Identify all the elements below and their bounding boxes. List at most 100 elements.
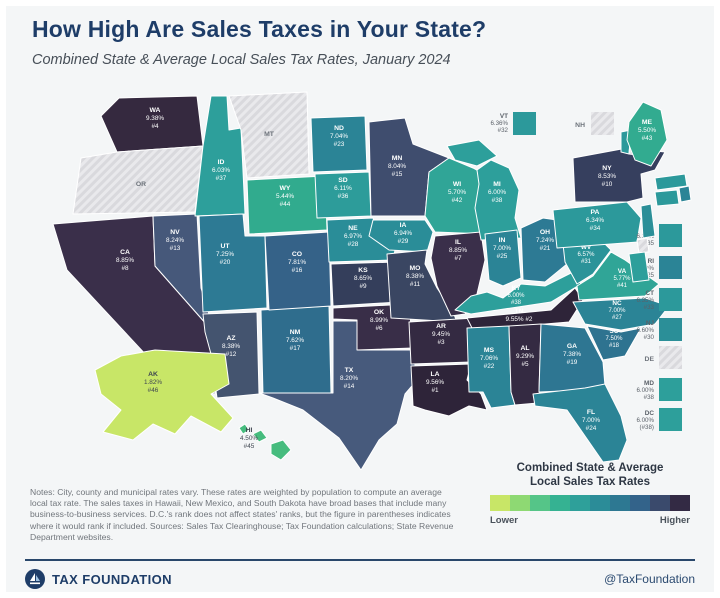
state-in: IN7.00%#25: [484, 229, 522, 287]
state-nc: NC7.00%#27: [572, 297, 670, 331]
state-label: 9.55% #2: [505, 316, 532, 323]
state-label: NH: [575, 122, 585, 129]
state-label: PA: [591, 209, 600, 216]
state-label: CT: [645, 290, 654, 297]
state-label: UT: [220, 243, 230, 250]
state-nd: ND7.04%#23: [310, 115, 368, 173]
legend-swatch: [630, 494, 650, 511]
state-label: 7.24%: [536, 237, 554, 244]
legend-swatch: [530, 494, 550, 511]
state-label: ND: [334, 125, 344, 132]
state-label: 6.03%: [212, 167, 230, 174]
state-label: #38: [511, 300, 522, 306]
state-label: 8.38%: [406, 273, 424, 280]
state-shape: [238, 423, 250, 435]
state-nj: NJ6.60%#30: [636, 203, 682, 341]
state-label: 7.38%: [563, 351, 581, 358]
state-label: #4: [151, 123, 159, 130]
state-label: #31: [581, 259, 592, 265]
state-label: #13: [170, 245, 181, 252]
state-label: #42: [452, 197, 463, 204]
state-label: #7: [454, 255, 462, 262]
state-me: ME5.50%#43: [626, 101, 668, 167]
state-label: #34: [590, 225, 601, 232]
state-label: #14: [344, 383, 355, 390]
state-swatch: [659, 256, 682, 279]
state-label: MI: [493, 181, 501, 188]
state-label: #20: [220, 259, 231, 266]
state-shape: [474, 159, 522, 241]
state-label: HI: [246, 427, 253, 434]
state-label: #35: [644, 240, 655, 247]
state-label: 1.82%: [144, 379, 162, 386]
state-label: SD: [338, 177, 348, 184]
state-label: 7.00%: [493, 245, 511, 252]
state-swatch: [659, 408, 682, 431]
state-shape: [270, 439, 292, 461]
state-label: #44: [280, 201, 291, 208]
state-label: #45: [244, 443, 255, 450]
map-container: WA 9.38% #4 OR CA 8.85% #8 NV 8.24% #13 ID 6.03% #37…: [25, 88, 715, 471]
state-label: 8.20%: [340, 375, 358, 382]
state-label: 6.94%: [394, 230, 412, 237]
state-label: 6.97%: [344, 233, 362, 240]
state-label: WV: [581, 244, 592, 251]
state-de: DE: [636, 237, 682, 369]
state-shape: [678, 185, 692, 203]
state-label: NV: [170, 229, 180, 236]
twitter-handle: @TaxFoundation: [604, 572, 695, 586]
state-label: #25: [497, 253, 508, 260]
state-label: VA: [618, 268, 627, 275]
state-ak: AK1.82%#46: [94, 349, 234, 441]
state-label: #38: [644, 394, 655, 401]
state-label: MO: [410, 265, 421, 272]
state-label: #17: [290, 345, 301, 352]
state-label: 5.50%: [638, 127, 656, 134]
state-nm: NM7.62%#17: [260, 305, 332, 396]
state-label: 7.06%: [480, 355, 498, 362]
state-ar: AR9.45%#3: [408, 317, 480, 365]
state-shape: [228, 91, 310, 179]
state-shape: [94, 349, 234, 441]
notes-text: Notes: City, county and municipal rates …: [30, 487, 454, 542]
state-il: IL8.85%#7: [430, 231, 486, 317]
legend-swatch: [550, 494, 570, 511]
state-sc: SC7.50%#18: [586, 325, 642, 361]
state-label: 6.11%: [334, 185, 352, 192]
state-label: MT: [264, 131, 275, 138]
state-label: 5.70%: [448, 189, 466, 196]
state-co: CO7.81%#16: [264, 231, 332, 311]
state-label: 6.35%: [636, 297, 654, 304]
state-label: #16: [292, 267, 303, 274]
state-label: 7.25%: [216, 251, 234, 258]
state-label: WI: [453, 181, 461, 188]
state-label: 6.00%: [636, 387, 654, 394]
state-label: #25: [644, 272, 655, 279]
state-label: 9.56%: [426, 379, 444, 386]
state-label: 8.85%: [116, 257, 134, 264]
legend-title: Combined State & Average Local Sales Tax…: [470, 461, 710, 490]
legend-color-ramp: [490, 494, 690, 511]
state-label: #23: [334, 141, 345, 148]
legend-swatch: [670, 494, 690, 511]
state-label: 8.53%: [598, 173, 616, 180]
state-label: #3: [437, 339, 445, 346]
state-label: #29: [398, 238, 409, 245]
state-label: #19: [567, 359, 578, 366]
state-swatch: [659, 318, 682, 341]
state-shape: [628, 251, 650, 283]
state-label: 6.00%: [636, 417, 654, 424]
state-label: 9.29%: [516, 353, 534, 360]
state-label: 8.24%: [166, 237, 184, 244]
state-shape: [72, 145, 204, 215]
legend-swatch: [490, 494, 510, 511]
state-label: 9.38%: [146, 115, 164, 122]
state-label: #18: [609, 343, 620, 349]
state-swatch: [659, 288, 682, 311]
state-label: TX: [345, 367, 354, 374]
state-sd: SD6.11%#36: [314, 171, 372, 219]
state-shape: [252, 429, 268, 443]
state-label: 8.85%: [449, 247, 467, 254]
state-label: CA: [120, 249, 130, 256]
state-label: #11: [410, 281, 421, 288]
